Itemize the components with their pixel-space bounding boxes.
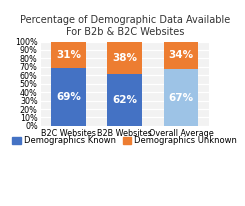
Text: 67%: 67% <box>169 93 194 103</box>
Text: 62%: 62% <box>112 95 137 105</box>
Text: 34%: 34% <box>169 50 194 60</box>
Bar <box>51 42 86 68</box>
Text: 31%: 31% <box>56 50 81 60</box>
Title: Percentage of Demographic Data Available
For B2b & B2C Websites: Percentage of Demographic Data Available… <box>20 15 230 37</box>
Bar <box>107 42 142 74</box>
Bar <box>164 41 198 69</box>
Legend: Demographics Known, Demographics Unknown: Demographics Known, Demographics Unknown <box>9 133 241 149</box>
Bar <box>164 69 198 126</box>
Text: 38%: 38% <box>112 53 137 63</box>
Text: 69%: 69% <box>56 92 81 102</box>
Bar <box>107 74 142 126</box>
Bar <box>51 68 86 126</box>
